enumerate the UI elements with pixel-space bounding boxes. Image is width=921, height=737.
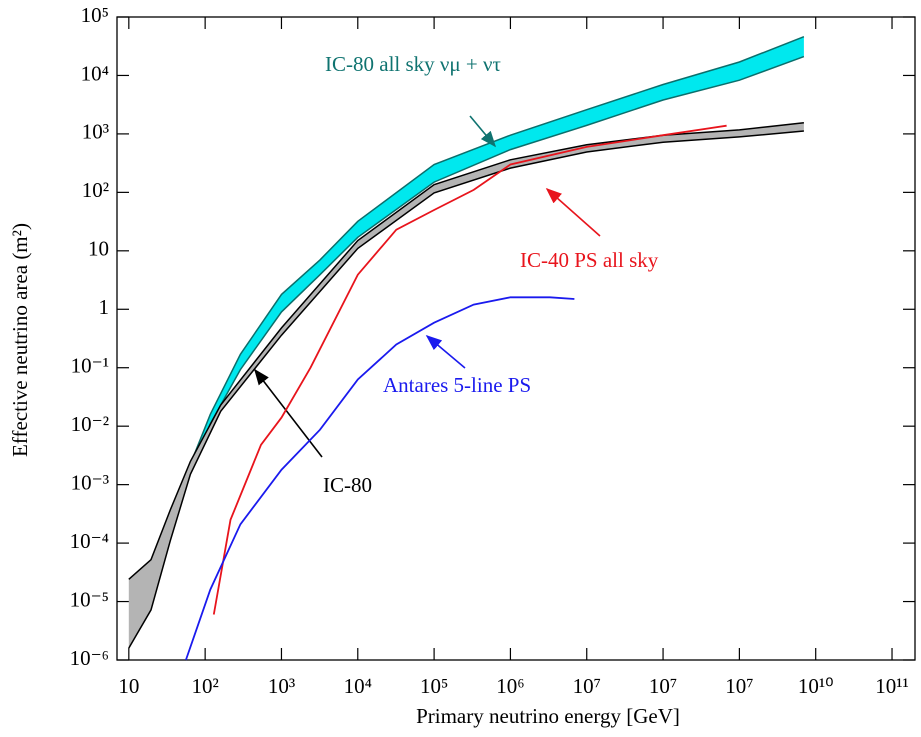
band-edge <box>187 36 805 470</box>
band-edge <box>128 130 804 649</box>
series-label: IC-80 <box>323 473 372 497</box>
x-tick-label: 10¹⁰ <box>798 674 834 698</box>
y-tick-label: 10⁵ <box>81 3 109 27</box>
x-tick-label: 10³ <box>268 674 295 698</box>
x-tick-label: 10⁴ <box>344 674 372 698</box>
x-tick-label: 10⁷ <box>573 674 601 698</box>
y-axis-label: Effective neutrino area (m²) <box>8 223 32 457</box>
series-label: IC-40 PS all sky <box>520 248 659 272</box>
y-tick-label: 1 <box>99 295 110 319</box>
plot-frame <box>116 16 916 661</box>
x-tick-label: 10¹¹ <box>875 674 909 698</box>
band-area <box>188 36 804 478</box>
y-tick-label: 10³ <box>82 120 109 144</box>
band-edge <box>187 55 805 479</box>
line <box>212 124 727 615</box>
y-tick-label: 10² <box>82 178 109 202</box>
x-tick-label: 10² <box>191 674 218 698</box>
band-edge <box>128 122 804 580</box>
y-tick-label: 10⁻⁶ <box>70 646 109 670</box>
y-tick-label: 10⁻¹ <box>71 354 109 378</box>
y-tick-label: 10⁻⁴ <box>70 529 109 553</box>
x-axis-label: Primary neutrino energy [GeV] <box>416 704 680 728</box>
y-tick-label: 10⁴ <box>81 61 109 85</box>
y-tick-label: 10⁻³ <box>71 470 109 494</box>
annotation-arrow <box>254 368 323 458</box>
x-tick-label: 10⁷ <box>649 674 677 698</box>
annotation-arrow <box>469 115 497 148</box>
series-label: Antares 5-line PS <box>383 373 531 397</box>
annotation-arrow <box>545 187 601 237</box>
x-tick-label: 10⁵ <box>420 674 448 698</box>
x-tick-label: 10⁷ <box>725 674 753 698</box>
line <box>185 296 575 661</box>
y-tick-label: 10⁻⁵ <box>70 587 109 611</box>
y-tick-label: 10 <box>88 237 109 261</box>
y-tick-label: 10⁻² <box>71 412 109 436</box>
x-tick-label: 10 <box>118 674 139 698</box>
series-label: IC-80 all sky νμ + ντ <box>325 52 501 76</box>
x-tick-label: 10⁶ <box>496 674 524 698</box>
annotation-arrow <box>425 334 466 369</box>
